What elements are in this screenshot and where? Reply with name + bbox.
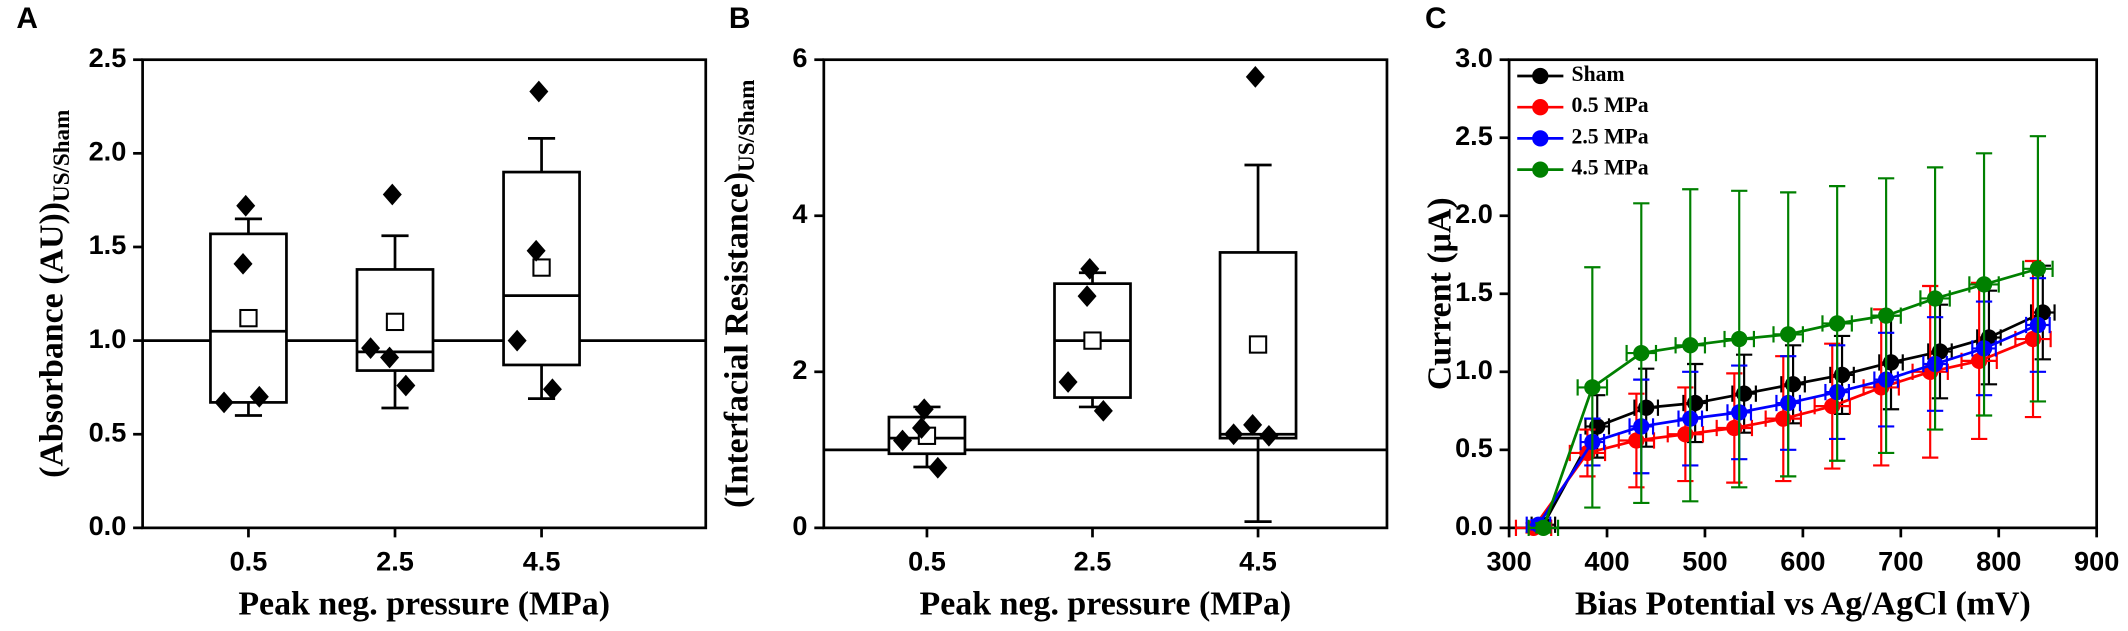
data-point	[236, 194, 256, 217]
data-point	[1877, 307, 1895, 324]
legend-marker	[1532, 130, 1549, 147]
x-axis-title: Peak neg. pressure (MPa)	[238, 585, 610, 622]
y-tick-label: 1.0	[89, 323, 127, 354]
y-axis-title-main: (Interfacial Resistance)	[718, 172, 755, 508]
x-tick-label: 0.5	[230, 545, 268, 576]
data-point	[1245, 66, 1265, 88]
data-point	[1243, 414, 1263, 436]
x-tick-label: 300	[1486, 545, 1531, 576]
x-tick-label: 400	[1584, 545, 1629, 576]
y-axis-title-sub: US/Sham	[733, 80, 759, 172]
data-point	[382, 183, 402, 206]
mean-marker	[239, 308, 258, 328]
legend-label: 0.5 MPa	[1572, 93, 1649, 117]
legend-marker	[1532, 67, 1549, 85]
y-tick-label: 2.0	[89, 136, 127, 167]
data-point	[912, 417, 932, 439]
y-tick-label: 1.5	[1455, 276, 1493, 307]
legend-label: Sham	[1572, 62, 1625, 86]
y-tick-label: 4	[792, 198, 807, 229]
mean-marker	[1083, 331, 1102, 350]
data-point	[529, 80, 549, 103]
data-point	[893, 429, 913, 452]
data-point	[1535, 519, 1552, 537]
x-axis-title: Bias Potential vs Ag/AgCl (mV)	[1575, 585, 2031, 622]
x-tick-label: 900	[2074, 545, 2119, 576]
legend-marker	[1532, 161, 1549, 178]
data-point	[1093, 399, 1113, 422]
y-axis-title: (Absorbance (AU))US/Sham	[33, 110, 74, 478]
y-axis-title-sub: US/Sham	[48, 110, 74, 202]
data-point	[1926, 290, 1944, 307]
panel-letter: A	[16, 2, 38, 35]
plot-frame	[141, 58, 708, 530]
data-point	[361, 337, 381, 359]
legend-label: 4.5 MPa	[1572, 156, 1649, 180]
x-axis-title: Peak neg. pressure (MPa)	[920, 585, 1292, 622]
y-tick-label: 3.0	[1455, 42, 1493, 73]
legend-marker	[1532, 99, 1549, 116]
y-axis-title: Current (μA)	[1421, 197, 1458, 390]
legend-label: 2.5 MPa	[1572, 124, 1649, 148]
data-point	[928, 456, 948, 479]
panel-letter: C	[1425, 2, 1447, 35]
y-tick-label: 2.0	[1455, 198, 1493, 229]
data-point	[214, 391, 234, 414]
x-tick-label: 500	[1682, 545, 1727, 576]
data-point	[1633, 344, 1650, 362]
x-tick-label: 4.5	[523, 545, 561, 576]
data-point	[1584, 379, 1601, 396]
data-point	[2029, 260, 2047, 277]
x-tick-label: 0.5	[908, 545, 946, 576]
mean-marker	[385, 312, 405, 332]
data-point	[1080, 257, 1100, 280]
data-point	[1829, 315, 1846, 332]
y-axis-title-main: (Absorbance (AU))	[33, 202, 70, 478]
data-point	[249, 385, 269, 408]
plot-frame	[822, 58, 1389, 530]
y-tick-label: 2	[792, 354, 807, 385]
data-point	[380, 346, 400, 369]
data-point	[1780, 326, 1797, 343]
y-axis-title: (Interfacial Resistance)US/Sham	[718, 80, 759, 508]
data-point	[914, 398, 934, 421]
data-point	[542, 378, 562, 401]
data-point	[1259, 424, 1279, 447]
data-point	[1224, 423, 1244, 446]
data-point	[1731, 330, 1748, 348]
y-tick-label: 1.5	[89, 229, 127, 260]
y-tick-label: 0.0	[89, 510, 127, 541]
x-tick-label: 600	[1780, 545, 1825, 576]
mean-marker	[532, 258, 551, 277]
data-point	[1682, 337, 1699, 354]
y-tick-label: 0.5	[1455, 432, 1493, 463]
x-tick-label: 800	[1976, 545, 2021, 576]
y-tick-label: 1.0	[1455, 354, 1493, 385]
y-axis-title-main: Current (μA)	[1421, 197, 1458, 390]
panel-letter: B	[729, 2, 751, 35]
data-point	[396, 374, 416, 397]
data-point	[1975, 276, 1993, 293]
y-tick-label: 2.5	[1455, 120, 1493, 151]
mean-marker	[1248, 335, 1268, 354]
y-tick-label: 0.0	[1455, 510, 1493, 541]
y-tick-label: 0	[792, 510, 807, 541]
x-tick-label: 2.5	[376, 545, 414, 576]
x-tick-label: 700	[1878, 545, 1923, 576]
y-tick-label: 6	[792, 42, 807, 73]
y-tick-label: 0.5	[89, 416, 127, 447]
y-tick-label: 2.5	[89, 42, 127, 73]
x-tick-label: 4.5	[1239, 545, 1277, 576]
x-tick-label: 2.5	[1074, 545, 1112, 576]
